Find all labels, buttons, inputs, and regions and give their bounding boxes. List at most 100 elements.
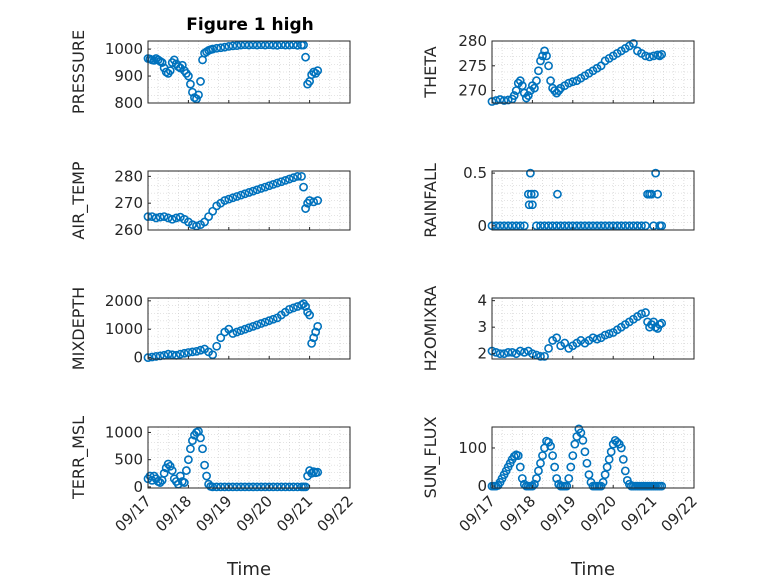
- data-point: [159, 468, 169, 478]
- data-point: [276, 177, 286, 187]
- data-point: [264, 482, 274, 492]
- data-point: [534, 466, 543, 476]
- x-axis-label: Time: [570, 559, 615, 580]
- data-point: [546, 76, 555, 86]
- data-point: [515, 346, 525, 356]
- data-point: [564, 474, 574, 483]
- data-point: [532, 221, 541, 231]
- data-point: [582, 458, 592, 468]
- data-point: [216, 43, 226, 53]
- data-point: [519, 347, 529, 357]
- data-point: [570, 439, 580, 449]
- data-point: [580, 447, 590, 457]
- data-point: [272, 40, 282, 50]
- figure-title: Figure 1 high: [186, 15, 314, 35]
- data-point: [616, 443, 626, 453]
- data-point: [289, 482, 298, 492]
- data-point: [200, 217, 209, 227]
- data-point: [655, 51, 665, 61]
- data-point: [526, 189, 536, 199]
- data-point: [620, 221, 630, 231]
- axes-box: [147, 297, 351, 360]
- data-point: [305, 310, 314, 320]
- data-point: [606, 447, 616, 457]
- data-point: [657, 318, 667, 328]
- data-point: [509, 91, 519, 100]
- data-point: [629, 221, 638, 231]
- data-point: [216, 333, 226, 343]
- data-point: [157, 58, 167, 67]
- data-point: [523, 91, 533, 100]
- data-point: [612, 221, 622, 231]
- data-point: [580, 221, 590, 231]
- axes-box: [147, 426, 351, 489]
- y-axis-label: THETA: [421, 46, 440, 98]
- data-point: [264, 181, 274, 191]
- data-point: [503, 347, 513, 357]
- data-point: [232, 192, 242, 201]
- data-point: [155, 212, 165, 222]
- data-point: [240, 189, 250, 199]
- data-point: [313, 196, 323, 205]
- data-point: [540, 46, 549, 56]
- x-tick-label: 09/22: [314, 492, 357, 535]
- x-tick-label: 09/21: [273, 492, 316, 535]
- data-point: [256, 319, 266, 328]
- data-point: [653, 189, 663, 199]
- data-point: [208, 482, 218, 492]
- data-point: [297, 171, 306, 181]
- data-point: [598, 477, 608, 487]
- data-point: [208, 44, 218, 54]
- x-tick-label: 09/22: [658, 492, 701, 535]
- data-point: [552, 474, 562, 483]
- data-point: [299, 182, 308, 192]
- data-point: [536, 56, 545, 66]
- data-point: [301, 52, 310, 62]
- data-point: [523, 189, 533, 199]
- data-point: [576, 221, 586, 231]
- data-point: [657, 49, 667, 59]
- data-point: [175, 349, 185, 359]
- data-point: [232, 41, 242, 50]
- data-point: [272, 178, 282, 188]
- y-tick-label: 0: [477, 477, 487, 495]
- data-point: [544, 343, 553, 353]
- data-point: [224, 41, 234, 51]
- subplot-4: 0 0.5 RAINFALL: [421, 163, 695, 238]
- data-point: [540, 351, 549, 361]
- axes-box: [491, 170, 695, 231]
- data-point: [268, 314, 278, 324]
- y-axis-label: MIXDEPTH: [69, 287, 88, 370]
- data-point: [196, 77, 205, 86]
- y-tick-label: 280: [458, 32, 487, 50]
- x-tick-label: 09/21: [617, 492, 660, 535]
- y-tick-label: 2: [477, 345, 487, 363]
- data-point: [618, 455, 628, 464]
- data-point: [280, 175, 290, 185]
- data-point: [602, 462, 612, 472]
- data-point: [183, 71, 193, 81]
- data-point: [532, 474, 541, 483]
- data-point: [564, 221, 574, 231]
- data-point: [517, 474, 527, 483]
- data-point: [624, 221, 634, 231]
- subplot-1: 800 900 1000 PRESSURE: [69, 30, 351, 114]
- data-point: [592, 334, 602, 344]
- data-point: [536, 221, 545, 231]
- data-point: [200, 460, 209, 470]
- data-point: [309, 333, 319, 343]
- x-tick-label: 09/20: [233, 492, 276, 535]
- data-point: [544, 221, 553, 231]
- axes-box: [147, 40, 351, 104]
- data-point: [584, 221, 594, 231]
- x-tick-label: 09/18: [152, 492, 195, 535]
- y-tick-label: 900: [114, 67, 143, 85]
- data-point: [503, 95, 513, 105]
- data-point: [194, 90, 203, 100]
- data-point: [499, 349, 509, 359]
- data-point: [616, 221, 626, 231]
- data-point: [228, 193, 238, 203]
- data-point: [534, 66, 543, 76]
- data-point: [578, 435, 588, 445]
- data-point: [550, 462, 560, 472]
